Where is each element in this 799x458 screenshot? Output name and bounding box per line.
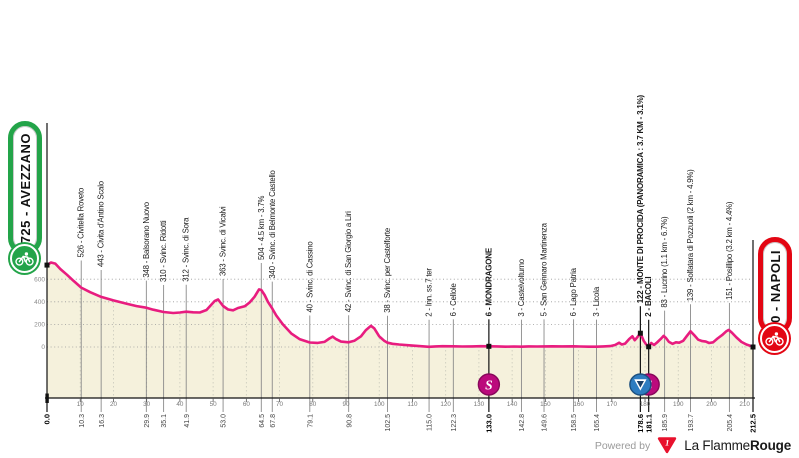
waypoint-label: 348 - Balsorano Nuovo — [142, 201, 151, 277]
waypoint-km-label: 102.5 — [385, 414, 392, 432]
start-cyclist-icon — [10, 244, 39, 273]
waypoint-label: 363 - Svinc. di Vicalvi — [219, 206, 228, 276]
x-tick-label: 120 — [440, 401, 451, 408]
waypoint-km-label: 29.9 — [144, 414, 151, 428]
y-tick-label: 400 — [34, 299, 45, 306]
waypoint-km-label: 158.5 — [571, 414, 578, 432]
kom-icon — [629, 373, 652, 396]
waypoint-km-label: 205.4 — [727, 414, 734, 432]
x-tick-label: 20 — [110, 401, 118, 408]
x-tick-label: 210 — [739, 401, 750, 408]
waypoint-km-label: 181.1 — [644, 414, 653, 433]
waypoint-label: 38 - Svinc. per Castelforte — [383, 228, 392, 313]
sprint-icon: S — [477, 373, 501, 396]
x-tick-label: 160 — [573, 401, 584, 408]
waypoint-label: 526 - Civitella Roveto — [77, 187, 86, 258]
waypoint-label: 5 - San Gennaro Martinenza — [540, 222, 549, 316]
y-tick-label: 600 — [34, 276, 45, 283]
x-tick-label: 190 — [673, 401, 684, 408]
waypoint-km-label: 165.4 — [594, 414, 601, 432]
y-tick-label: 200 — [34, 322, 45, 329]
waypoint-label: 6 - MONDRAGONE — [484, 247, 493, 316]
powered-by-text: Powered by — [594, 439, 651, 452]
waypoint-label: 6 - Lago Patria — [569, 267, 578, 316]
waypoint-label: 122 - MONTE DI PROCIDA (PANORAMICA : 3.7… — [636, 94, 645, 303]
waypoint-label: 340 - Svinc. di Belmonte Castello — [268, 169, 277, 278]
profile-line — [45, 261, 755, 349]
finish-dot — [750, 344, 756, 350]
waypoint-label: 504 - 4.5 km - 3.7% — [257, 196, 266, 261]
waypoint-km-label: 149.6 — [542, 414, 549, 432]
start-location-box: 725 - AVEZZANO — [8, 121, 42, 255]
x-tick-label: 110 — [407, 401, 418, 408]
x-tick-label: 100 — [374, 401, 385, 408]
finish-location-label: 0 - NAPOLI — [767, 249, 783, 323]
waypoint-km-label: 35.1 — [161, 414, 168, 428]
waypoint-km-label: 193.7 — [688, 414, 695, 432]
waypoint-km-label: 67.8 — [270, 414, 277, 428]
x-tick-label: 50 — [210, 401, 218, 408]
start-location-label: 725 - AVEZZANO — [17, 132, 33, 244]
waypoint-label: 443 - Civita d'Antino Scalo — [97, 180, 106, 267]
waypoint-km-label: 79.1 — [307, 414, 314, 428]
start-dot — [44, 262, 50, 268]
finish-location-box: 0 - NAPOLI — [758, 237, 792, 335]
axis-start-tick — [45, 393, 49, 403]
waypoint-km-label: 142.8 — [519, 414, 526, 432]
svg-text:1: 1 — [665, 438, 669, 448]
x-tick-label: 180 — [640, 401, 651, 408]
x-tick-label: 140 — [507, 401, 518, 408]
x-tick-label: 60 — [243, 401, 251, 408]
waypoint-dot — [646, 344, 652, 350]
waypoint-label: 139 - Solfatara di Pozzuoli (2 km - 4.9%… — [686, 169, 695, 301]
waypoint-km-label: 212.5 — [749, 414, 758, 433]
waypoint-label: 2 - BACOLI — [644, 277, 653, 317]
waypoint-km-label: 122.3 — [451, 414, 458, 432]
waypoint-km-label: 16.3 — [99, 414, 106, 428]
finish-cyclist-icon — [760, 324, 789, 353]
x-tick-label: 10 — [77, 401, 85, 408]
waypoint-km-label: 115.0 — [427, 414, 434, 431]
waypoint-km-label: 64.5 — [259, 414, 266, 428]
x-tick-label: 30 — [143, 401, 151, 408]
waypoint-km-label: 0.0 — [43, 414, 52, 424]
x-tick-label: 130 — [474, 401, 485, 408]
la-flamme-rouge-logo-icon: 1 — [658, 437, 677, 454]
svg-text:S: S — [485, 377, 493, 392]
waypoint-km-label: 41.9 — [184, 414, 191, 428]
waypoint-label: 42 - Svinc. di San Giorgio a Liri — [344, 211, 353, 312]
y-tick-label: 0 — [41, 344, 45, 351]
waypoint-km-label: 53.0 — [221, 414, 228, 428]
waypoint-km-label: 133.0 — [484, 414, 493, 433]
waypoint-label: 2 - Inn. ss.7 ter — [425, 268, 434, 317]
waypoint-label: 40 - Svinc. di Cassino — [305, 241, 314, 313]
x-tick-label: 90 — [343, 401, 351, 408]
waypoint-dot — [637, 330, 643, 336]
waypoint-km-label: 178.6 — [636, 414, 645, 433]
brand-text: La FlammeRouge — [684, 438, 791, 453]
waypoint-label: 3 - Castelvolturno — [517, 258, 526, 316]
x-tick-label: 200 — [706, 401, 717, 408]
x-tick-label: 150 — [540, 401, 551, 408]
x-tick-label: 80 — [309, 401, 317, 408]
waypoint-label: 6 - Cellole — [449, 283, 458, 316]
footer-attribution: Powered by 1 La FlammeRouge — [595, 437, 791, 454]
waypoint-km-label: 185.9 — [662, 414, 669, 432]
waypoint-dot — [486, 343, 492, 349]
waypoint-km-label: 10.3 — [79, 414, 86, 428]
waypoint-label: 83 - Lucrino (1.1 km - 6.7%) — [660, 216, 669, 308]
waypoint-label: 151 - Posillipo (3.2 km - 4.4%) — [725, 201, 734, 300]
waypoint-label: 3 - Licola — [592, 286, 601, 317]
x-tick-label: 40 — [176, 401, 184, 408]
waypoint-label: 312 - Svinc. di Sora — [182, 217, 191, 282]
x-tick-label: 70 — [276, 401, 284, 408]
waypoint-label: 310 - Svinc. Ridotti — [159, 220, 168, 282]
waypoint-km-label: 90.8 — [346, 414, 353, 428]
x-tick-label: 170 — [607, 401, 618, 408]
